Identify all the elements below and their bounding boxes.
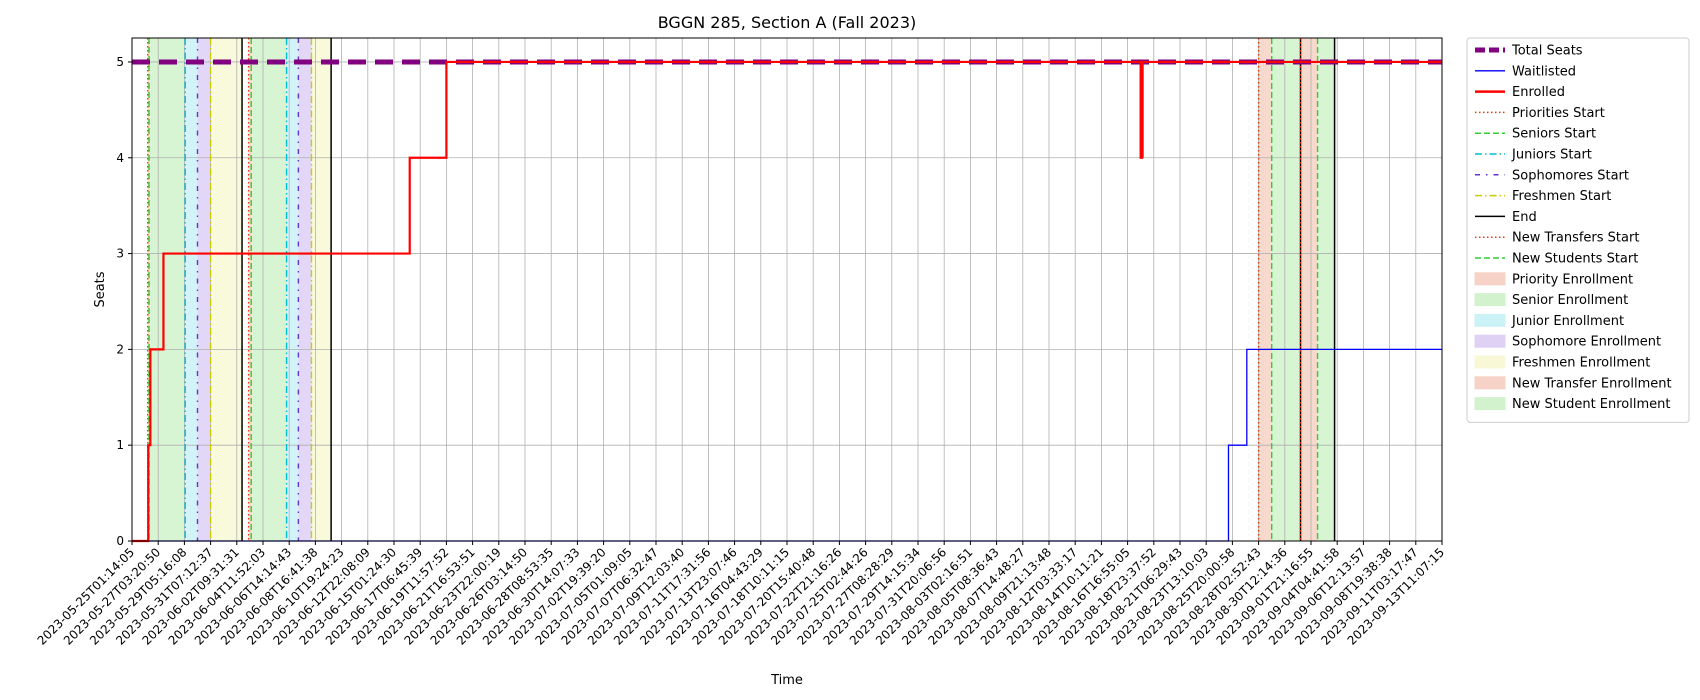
legend-label: Juniors Start [1511,148,1592,163]
region-priority-0 [147,38,150,541]
legend-entry: Junior Enrollment [1474,313,1624,329]
region-sophomore-1 [298,38,312,541]
legend-entry: New Transfers Start [1475,231,1639,246]
y-tick-label: 0 [116,534,124,548]
region-transfer-2 [1258,38,1272,541]
legend-entry: Senior Enrollment [1474,293,1628,308]
legend-entry: Total Seats [1475,44,1583,59]
legend-label: New Transfer Enrollment [1512,376,1672,391]
region-freshmen-0 [210,38,243,541]
y-tick-label: 3 [116,247,124,261]
legend-entry: Freshmen Enrollment [1474,355,1650,371]
legend-entry: Priorities Start [1475,106,1605,121]
legend-swatch [1474,293,1506,307]
legend-swatch [1474,334,1506,348]
legend-label: Freshmen Start [1512,189,1611,204]
legend-entry: Priority Enrollment [1474,272,1633,287]
period-markers [147,38,1336,541]
legend-label: Enrolled [1512,85,1565,100]
legend-label: Seniors Start [1512,127,1596,142]
legend-entry: Juniors Start [1475,148,1592,163]
region-senior-0 [149,38,186,541]
region-freshmen-1 [311,38,332,541]
legend-label: Sophomore Enrollment [1512,335,1661,350]
legend-entry: New Students Start [1475,252,1638,267]
legend-label: Junior Enrollment [1511,314,1624,329]
legend-box [1466,37,1690,423]
legend-entry: New Transfer Enrollment [1474,376,1672,391]
legend-entry: Enrolled [1475,85,1565,100]
region-transfer-3 [1300,38,1318,541]
legend-label: New Students Start [1512,252,1638,267]
legend-label: Sophomores Start [1512,168,1629,183]
legend-entry: New Student Enrollment [1474,397,1670,412]
region-junior-0 [185,38,198,541]
legend-label: New Transfers Start [1512,231,1639,246]
y-tick-label: 5 [116,55,124,69]
legend-entry: End [1475,210,1537,225]
legend-label: Waitlisted [1512,64,1576,79]
legend-swatch [1474,397,1506,411]
legend-entry: Sophomores Start [1475,168,1629,183]
y-tick-label: 1 [116,438,124,452]
legend-swatch [1474,376,1506,390]
legend-swatch [1474,272,1506,286]
chart-title: BGGN 285, Section A (Fall 2023) [658,13,917,32]
region-senior-1 [251,38,287,541]
legend-entry: Seniors Start [1475,127,1596,142]
y-axis-ticks: 0 1 2 3 4 5 [116,55,132,548]
legend-label: Senior Enrollment [1512,293,1628,308]
region-junior-1 [286,38,299,541]
y-tick-label: 2 [116,342,124,356]
region-priority-1 [248,38,252,541]
legend-entry: Freshmen Start [1475,189,1611,204]
legend-entry: Sophomore Enrollment [1474,334,1661,350]
legend-label: Priorities Start [1512,106,1605,121]
legend-label: New Student Enrollment [1512,397,1670,412]
x-axis-label: Time [770,673,803,688]
region-sophomore-0 [197,38,211,541]
legend: Total Seats Waitlisted Enrolled Priorities … [1466,37,1690,423]
legend-swatch [1474,355,1506,369]
legend-label: Freshmen Enrollment [1512,356,1650,371]
legend-label: End [1512,210,1537,225]
y-axis-label: Seats [93,271,108,307]
y-tick-label: 4 [116,151,124,165]
region-student-3 [1317,38,1335,541]
legend-swatch [1474,313,1506,327]
region-student-2 [1271,38,1301,541]
legend-entry: Waitlisted [1475,64,1576,79]
legend-label: Priority Enrollment [1512,272,1633,287]
legend-label: Total Seats [1511,44,1583,59]
